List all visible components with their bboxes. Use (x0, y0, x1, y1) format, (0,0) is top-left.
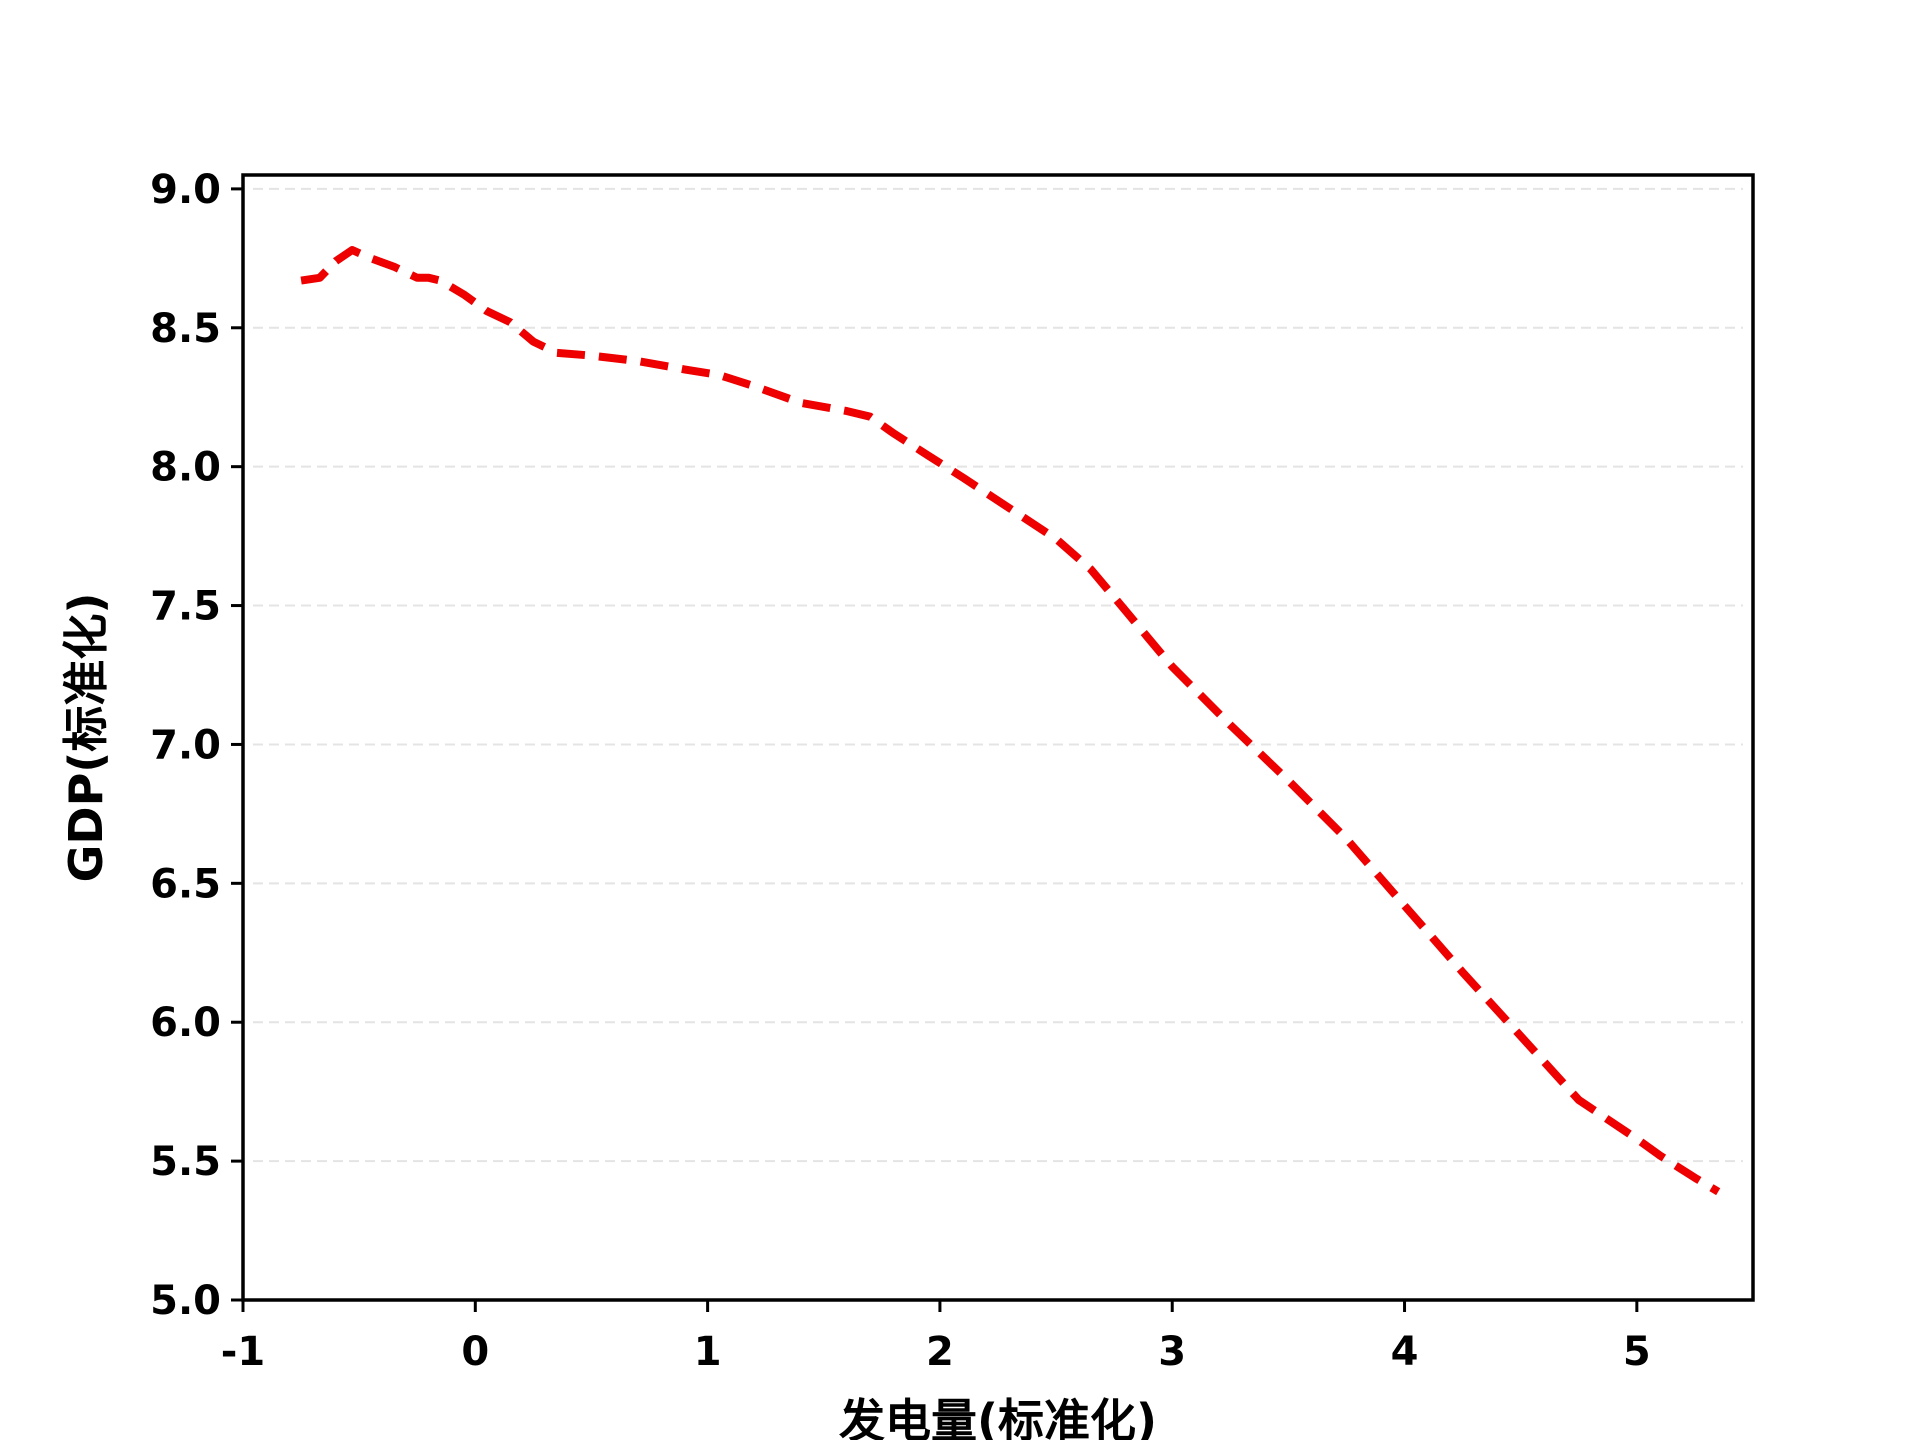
y-tick-label: 5.0 (150, 1278, 221, 1324)
y-tick-label: 6.0 (150, 1000, 221, 1046)
y-tick-label: 6.5 (150, 861, 221, 907)
gridlines (253, 187, 1743, 1301)
x-tick-label: 1 (694, 1329, 722, 1375)
y-axis-ticks: 5.0 5.5 6.0 6.5 7.0 7.5 8.0 8.5 9.0 (150, 167, 243, 1324)
x-tick-label: 5 (1623, 1329, 1651, 1375)
y-tick-label: 8.0 (150, 445, 221, 491)
plot-frame (241, 173, 1755, 1302)
x-axis-ticks: -1 0 1 2 3 4 5 (221, 1300, 1651, 1375)
x-tick-label: 4 (1391, 1329, 1419, 1375)
y-axis-label: GDP(标准化) (59, 593, 113, 883)
y-tick-label: 8.5 (150, 306, 221, 352)
series-line (300, 246, 1721, 1196)
y-tick-label: 5.5 (150, 1139, 221, 1185)
x-tick-label: 0 (461, 1329, 489, 1375)
x-tick-label: -1 (221, 1329, 265, 1375)
x-tick-label: 2 (926, 1329, 954, 1375)
series-layer (300, 246, 1721, 1196)
x-axis-label: 发电量(标准化) (839, 1394, 1157, 1440)
y-tick-label: 7.0 (150, 722, 221, 768)
y-tick-label: 9.0 (150, 167, 221, 213)
x-tick-label: 3 (1158, 1329, 1186, 1375)
y-tick-label: 7.5 (150, 584, 221, 630)
